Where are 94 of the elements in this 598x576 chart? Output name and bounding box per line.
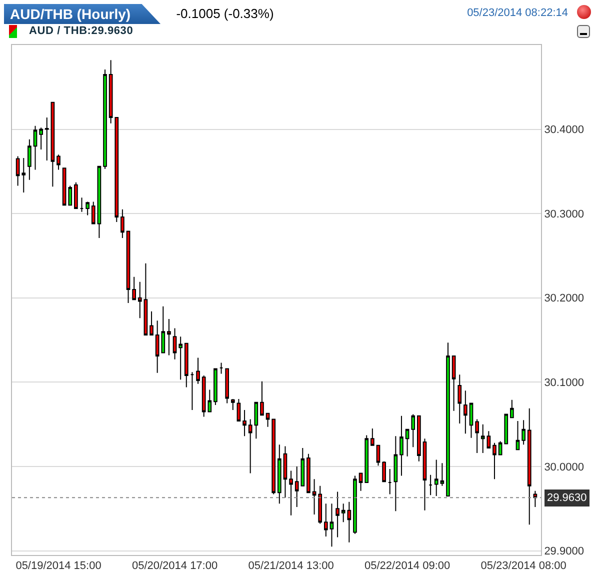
candlestick bbox=[97, 166, 102, 239]
candlestick bbox=[266, 412, 270, 428]
candlestick bbox=[150, 310, 154, 336]
candlestick bbox=[289, 470, 293, 516]
text: 05/23/2014 08:22:14 bbox=[467, 7, 568, 19]
candlestick bbox=[56, 154, 60, 170]
candlestick bbox=[324, 503, 328, 537]
y-tick-label: 30.2000 bbox=[544, 292, 584, 305]
candlestick bbox=[167, 318, 171, 356]
candlestick bbox=[422, 438, 427, 511]
candlestick bbox=[475, 418, 479, 454]
x-tick-label: 05/20/2014 17:00 bbox=[132, 560, 218, 572]
candlestick bbox=[126, 230, 130, 304]
candlestick bbox=[190, 372, 194, 411]
candlestick bbox=[504, 414, 508, 444]
y-tick-label: 30.1000 bbox=[544, 377, 584, 390]
candlestick bbox=[80, 197, 84, 212]
candlestick bbox=[178, 336, 183, 380]
text: AUD / THB:29.9630 bbox=[29, 25, 134, 37]
x-tick-label: 05/19/2014 15:00 bbox=[16, 560, 102, 572]
x-tick-label: 05/22/2014 09:00 bbox=[364, 560, 450, 572]
candlestick bbox=[336, 491, 340, 538]
candlestick bbox=[184, 342, 188, 388]
candlestick bbox=[132, 276, 136, 300]
candlestick bbox=[498, 440, 502, 456]
candlestick bbox=[214, 368, 218, 406]
candlestick bbox=[400, 415, 404, 476]
candlestick bbox=[370, 428, 374, 446]
x-tick-label: 05/23/2014 08:00 bbox=[480, 560, 566, 572]
candlestick bbox=[516, 420, 520, 450]
candlestick bbox=[469, 402, 474, 438]
x-tick-label: 05/21/2014 13:00 bbox=[248, 560, 334, 572]
candlestick bbox=[492, 442, 496, 480]
candlestick bbox=[230, 398, 235, 411]
candlestick bbox=[522, 420, 526, 446]
candlestick bbox=[358, 472, 363, 492]
candlestick bbox=[219, 362, 224, 374]
candlestick bbox=[312, 478, 316, 516]
candlestick bbox=[62, 168, 66, 206]
candlestick bbox=[364, 434, 369, 483]
ref-line-label: 29.9630 bbox=[547, 492, 587, 504]
candlestick bbox=[464, 390, 468, 434]
candlestick bbox=[196, 357, 200, 384]
candlestick bbox=[330, 503, 334, 548]
candlestick bbox=[283, 446, 288, 498]
candlestick bbox=[510, 399, 514, 418]
chart-title: AUD/THB (Hourly) bbox=[4, 4, 161, 24]
candlestick bbox=[434, 459, 438, 496]
candlestick bbox=[260, 380, 264, 416]
candlestick bbox=[28, 138, 32, 180]
candlestick bbox=[388, 468, 392, 495]
candlestick bbox=[33, 125, 38, 170]
candlestick bbox=[376, 444, 380, 466]
candlestick bbox=[22, 157, 26, 194]
candlestick bbox=[440, 462, 444, 486]
candlestick bbox=[458, 374, 462, 424]
candlestick bbox=[277, 444, 282, 504]
candlestick bbox=[225, 368, 230, 404]
candlestick bbox=[236, 398, 241, 422]
candlestick bbox=[417, 415, 421, 462]
candlestick bbox=[318, 485, 322, 524]
candlestick bbox=[86, 201, 90, 216]
candlestick bbox=[120, 208, 124, 239]
candlestick bbox=[527, 408, 532, 526]
candlestick bbox=[138, 281, 142, 319]
candlestick bbox=[44, 117, 49, 161]
chart-subtitle: -0.1005 (-0.33%) bbox=[175, 5, 275, 23]
candlestick bbox=[446, 342, 450, 496]
candlestick bbox=[68, 185, 72, 206]
candlestick bbox=[480, 424, 485, 454]
candlestick bbox=[242, 410, 246, 437]
candlestick bbox=[353, 475, 357, 534]
y-tick-label: 29.9000 bbox=[544, 546, 584, 558]
candlestick bbox=[411, 414, 416, 448]
candlestick bbox=[39, 127, 43, 150]
candlestick bbox=[16, 156, 20, 186]
candlestick bbox=[533, 490, 538, 508]
candlestick bbox=[172, 328, 177, 360]
candlestick bbox=[428, 474, 432, 496]
y-tick-label: 30.4000 bbox=[544, 124, 584, 136]
candlestick bbox=[382, 460, 386, 482]
y-tick-label: 30.3000 bbox=[544, 208, 584, 220]
candlestick bbox=[144, 262, 148, 336]
candlestick bbox=[452, 356, 456, 412]
candlestick bbox=[50, 102, 55, 188]
candlestick bbox=[394, 436, 398, 512]
candlestick bbox=[74, 182, 78, 210]
candlestick bbox=[486, 430, 491, 448]
y-tick-label: 30.0000 bbox=[544, 461, 584, 474]
candlestick bbox=[91, 201, 96, 224]
candlestick bbox=[306, 453, 310, 494]
candlestick bbox=[103, 68, 107, 170]
candlestick bbox=[272, 418, 276, 495]
candlestick bbox=[405, 428, 410, 457]
